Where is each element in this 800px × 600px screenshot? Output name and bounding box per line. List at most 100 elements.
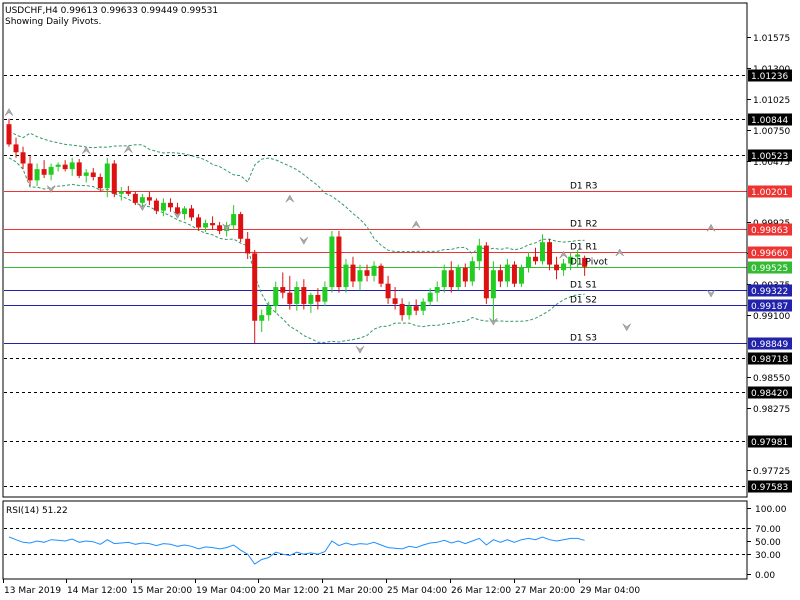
time-label-9: 29 Mar 04:00 [580,586,640,596]
candle-body-72 [511,264,517,284]
candle-body-29 [210,223,216,226]
candle-body-1 [13,144,19,153]
candle-body-20 [146,197,152,201]
candle-body-50 [357,270,363,282]
level-label-3: 1.00201 [751,188,788,198]
candle-body-13 [97,176,103,189]
level-label-box-5 [748,246,792,259]
lower-band [8,157,585,343]
candle-body-12 [90,172,96,177]
candle-body-56 [399,303,405,316]
candle-body-3 [27,163,33,181]
pivot-level-names: D1 R3 D1 R2 D1 R1 D1 Pivot D1 S1 D1 S2 D1 S3 [570,182,608,344]
fractal-down-7 [622,323,631,332]
price-tick-label-8: 0.99100 [753,312,790,322]
time-label-8: 27 Mar 20:00 [515,586,575,596]
level-label-12: 0.97981 [751,438,788,448]
candle-body-47 [336,236,342,288]
time-label-7: 26 Mar 12:00 [451,586,511,596]
level-name-5: D1 R1 [570,243,598,253]
level-name-7: D1 S1 [570,281,597,291]
candles [6,118,588,344]
candle-body-55 [392,298,398,304]
level-label-2: 1.00523 [751,152,788,162]
fractal-down-4 [299,237,309,245]
candle-body-69 [490,270,496,299]
level-name-8: D1 S2 [570,296,597,306]
pivot-subtitle: Showing Daily Pivots. [5,17,101,27]
candle-body-77 [547,242,553,265]
candle-body-26 [189,208,195,218]
level-label-13: 0.97583 [751,483,788,493]
level-label-4: 0.99863 [751,226,788,236]
price-tick-label-2: 1.01025 [753,96,790,106]
candle-body-45 [322,287,328,302]
candle-body-28 [203,223,209,228]
rsi-label: RSI(14) 51.22 [6,506,68,516]
level-label-box-12 [748,435,792,448]
candle-body-59 [420,301,426,311]
candle-body-52 [371,265,377,276]
candle-body-67 [476,245,482,262]
candle-body-79 [561,263,567,271]
level-label-box-3 [748,185,792,198]
candle-body-48 [343,264,349,288]
candle-body-70 [497,270,503,282]
candle-body-71 [504,264,510,282]
candle-body-78 [554,264,560,271]
main-chart-frame [2,2,748,498]
candle-body-2 [20,152,26,164]
symbol-header: USDCHF,H4 0.99613 0.99633 0.99449 0.9953… [5,6,218,16]
fractal-up-0 [4,108,14,116]
fractal-down-0 [46,185,56,194]
level-label-7: 0.99322 [751,287,788,297]
candle-body-80 [568,256,574,264]
candle-body-5 [41,169,47,175]
price-tick-label-9: 0.98550 [753,374,790,384]
candle-body-51 [364,270,370,276]
fractal-up-5 [559,250,568,259]
level-label-box-13 [748,480,792,493]
level-label-box-2 [748,149,792,162]
candle-body-6 [48,166,54,175]
candle-body-36 [259,315,265,321]
candle-body-65 [462,267,468,282]
level-label-9: 0.98849 [751,340,788,350]
fractal-up-3 [285,194,295,203]
time-label-1: 14 Mar 12:00 [67,586,127,596]
rsi-tick-label-4: 0.00 [755,571,775,581]
level-label-0: 1.01236 [751,72,788,82]
level-label-6: 0.99525 [751,264,788,274]
rsi-tick-label-1: 70.00 [755,525,781,535]
candle-body-24 [174,207,180,215]
price-tick-label-4: 1.00475 [753,158,790,168]
fractal-down-6 [489,317,498,326]
candle-body-39 [280,287,286,293]
candle-body-81 [575,254,581,257]
price-tick-label-10: 0.98275 [753,405,790,415]
candle-body-7 [55,164,61,167]
level-label-5: 0.99660 [751,249,788,259]
candle-body-19 [139,197,145,203]
candle-body-10 [76,162,82,176]
candle-body-68 [483,245,489,299]
time-label-6: 25 Mar 04:00 [387,586,447,596]
rsi-tick-label-3: 30.00 [755,551,781,561]
candle-body-4 [34,169,40,181]
level-label-11: 0.98420 [751,389,788,399]
candle-body-75 [533,256,538,262]
candle-body-53 [378,265,384,284]
candle-body-66 [469,261,475,282]
level-label-10: 0.98718 [751,355,788,365]
level-label-box-9 [748,337,792,350]
candle-body-58 [413,306,419,311]
candle-body-64 [455,267,461,288]
fractal-up-1 [82,146,91,154]
candle-body-18 [132,193,138,203]
level-label-box-11 [748,386,792,399]
candle-body-9 [69,162,75,170]
candle-body-32 [231,214,237,226]
level-name-6: D1 Pivot [570,258,608,268]
